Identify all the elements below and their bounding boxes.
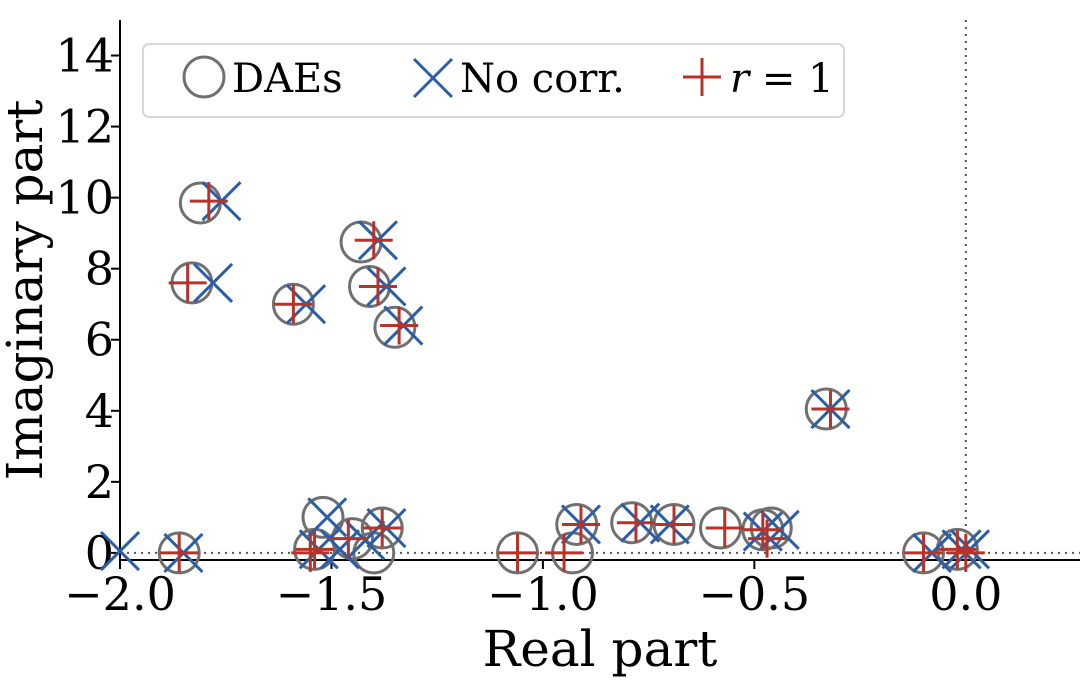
legend-label-r1: r = 1 xyxy=(730,56,834,102)
legend-frame xyxy=(142,43,845,118)
legend-label-r1-value: = 1 xyxy=(749,56,833,102)
dae-point xyxy=(301,495,345,539)
r1-point xyxy=(946,533,985,572)
dae-point xyxy=(157,531,201,575)
legend-plus-marker xyxy=(683,58,721,96)
dae-point xyxy=(652,502,696,546)
legend-label-r1-variable: r xyxy=(730,56,752,102)
r1-point xyxy=(380,306,419,345)
r1-point xyxy=(705,509,744,548)
legend-x-marker xyxy=(412,57,454,99)
r1-point xyxy=(904,533,943,572)
y-tick-label: 4 xyxy=(85,384,114,438)
dae-point xyxy=(496,531,540,575)
legend-label-daes: DAEs xyxy=(232,56,343,102)
x-ticks: −2.0 −1.5 −1.0 −0.5 0.0 xyxy=(64,560,1002,621)
x-tick-label: −0.5 xyxy=(699,567,811,621)
y-axis-title: Imaginary part xyxy=(0,100,54,481)
r1-point xyxy=(329,519,368,558)
r1-point xyxy=(295,530,334,569)
legend-label-no-corr: No corr. xyxy=(460,56,625,102)
r1-point xyxy=(938,530,977,569)
r1-point xyxy=(811,390,850,429)
dae-point xyxy=(271,282,315,326)
legend-entry-r1: r = 1 xyxy=(683,56,834,102)
r1-point xyxy=(498,533,537,572)
y-tick-label: 10 xyxy=(55,171,114,225)
x-tick-label: −2.0 xyxy=(64,567,176,621)
legend: DAEs No corr. r = 1 xyxy=(142,43,845,118)
no-corr-point xyxy=(192,262,234,303)
no-corr-point xyxy=(319,529,360,570)
r1-point xyxy=(363,509,402,548)
r1-point xyxy=(743,510,782,549)
dae-point xyxy=(373,305,417,349)
y-tick-label: 14 xyxy=(55,29,114,83)
legend-circle-marker xyxy=(182,55,226,99)
dae-point xyxy=(902,531,946,575)
x-tick-label: 0.0 xyxy=(929,567,1002,621)
x-axis-title: Real part xyxy=(483,620,718,678)
no-corr-point xyxy=(99,531,141,572)
dae-point xyxy=(178,181,222,225)
r1-point xyxy=(160,533,199,572)
r1-point xyxy=(291,533,330,572)
r1-point xyxy=(616,503,655,542)
dae-point xyxy=(749,506,793,550)
r1-point xyxy=(168,263,207,302)
axes xyxy=(119,20,1080,561)
r1-point xyxy=(189,182,228,221)
y-tick-label: 12 xyxy=(55,100,114,154)
r1-point xyxy=(358,267,397,306)
no-corr-point xyxy=(307,497,348,538)
y-tick-label: 8 xyxy=(85,242,114,296)
r1-point xyxy=(655,505,694,544)
plot-marks xyxy=(99,181,991,575)
r1-point xyxy=(561,505,600,544)
x-tick-label: −1.5 xyxy=(276,567,388,621)
y-tick-label: 0 xyxy=(85,526,114,580)
legend-entry-no-corr: No corr. xyxy=(412,56,625,102)
x-tick-label: −1.0 xyxy=(487,567,599,621)
r1-point xyxy=(274,285,313,324)
legend-entry-daes: DAEs xyxy=(182,55,343,102)
series-x xyxy=(99,181,991,573)
series-plus xyxy=(160,182,985,572)
r1-point xyxy=(354,221,393,260)
r1-point xyxy=(748,519,787,558)
dae-point xyxy=(360,506,404,550)
r1-point xyxy=(545,533,584,572)
series-circle xyxy=(157,181,979,575)
y-tick-label: 2 xyxy=(85,455,114,509)
y-ticks: 0 2 4 6 8 10 12 14 xyxy=(55,29,120,580)
y-tick-label: 6 xyxy=(85,313,114,367)
